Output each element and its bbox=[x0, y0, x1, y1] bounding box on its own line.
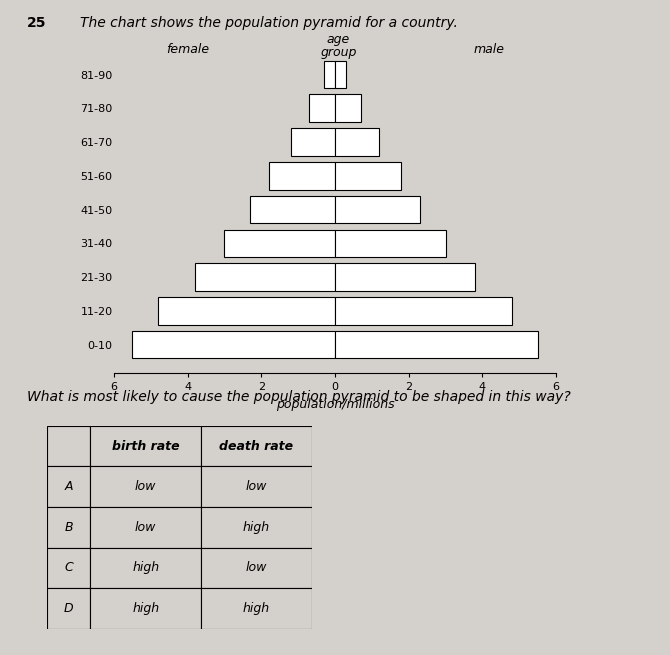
Bar bbox=[309, 94, 335, 122]
Text: The chart shows the population pyramid for a country.: The chart shows the population pyramid f… bbox=[80, 16, 458, 30]
Text: age: age bbox=[327, 33, 350, 46]
Bar bbox=[158, 297, 335, 325]
Text: high: high bbox=[132, 561, 159, 574]
Text: high: high bbox=[132, 602, 159, 615]
Bar bbox=[335, 128, 379, 156]
Bar bbox=[47, 588, 90, 629]
Bar bbox=[90, 588, 201, 629]
Text: high: high bbox=[243, 602, 270, 615]
Text: death rate: death rate bbox=[219, 440, 293, 453]
Bar bbox=[335, 263, 475, 291]
Bar bbox=[90, 466, 201, 507]
Bar bbox=[201, 588, 312, 629]
Bar bbox=[251, 196, 335, 223]
Bar bbox=[335, 196, 419, 223]
Bar bbox=[47, 548, 90, 588]
Bar bbox=[47, 466, 90, 507]
Text: What is most likely to cause the population pyramid to be shaped in this way?: What is most likely to cause the populat… bbox=[27, 390, 571, 403]
Text: 25: 25 bbox=[27, 16, 46, 30]
Bar bbox=[335, 94, 360, 122]
Bar bbox=[132, 331, 335, 358]
Bar bbox=[47, 426, 90, 466]
Bar bbox=[201, 548, 312, 588]
Bar bbox=[291, 128, 335, 156]
Bar bbox=[335, 331, 537, 358]
Text: C: C bbox=[64, 561, 73, 574]
Text: male: male bbox=[474, 43, 505, 56]
Bar bbox=[90, 507, 201, 548]
Text: A: A bbox=[64, 480, 73, 493]
Text: low: low bbox=[135, 480, 156, 493]
Bar bbox=[335, 61, 346, 88]
Text: high: high bbox=[243, 521, 270, 534]
Bar bbox=[201, 466, 312, 507]
Text: group: group bbox=[320, 46, 356, 59]
X-axis label: population/millions: population/millions bbox=[275, 398, 395, 411]
Bar bbox=[201, 507, 312, 548]
Bar bbox=[47, 507, 90, 548]
Text: low: low bbox=[246, 480, 267, 493]
Bar bbox=[324, 61, 335, 88]
Bar bbox=[201, 426, 312, 466]
Bar bbox=[90, 426, 201, 466]
Text: female: female bbox=[166, 43, 209, 56]
Text: low: low bbox=[135, 521, 156, 534]
Bar bbox=[335, 162, 401, 190]
Bar bbox=[224, 229, 335, 257]
Bar bbox=[335, 297, 512, 325]
Text: B: B bbox=[64, 521, 73, 534]
Text: low: low bbox=[246, 561, 267, 574]
Text: D: D bbox=[64, 602, 74, 615]
Bar bbox=[90, 548, 201, 588]
Bar bbox=[335, 229, 446, 257]
Bar bbox=[195, 263, 335, 291]
Bar bbox=[269, 162, 335, 190]
Text: birth rate: birth rate bbox=[112, 440, 180, 453]
